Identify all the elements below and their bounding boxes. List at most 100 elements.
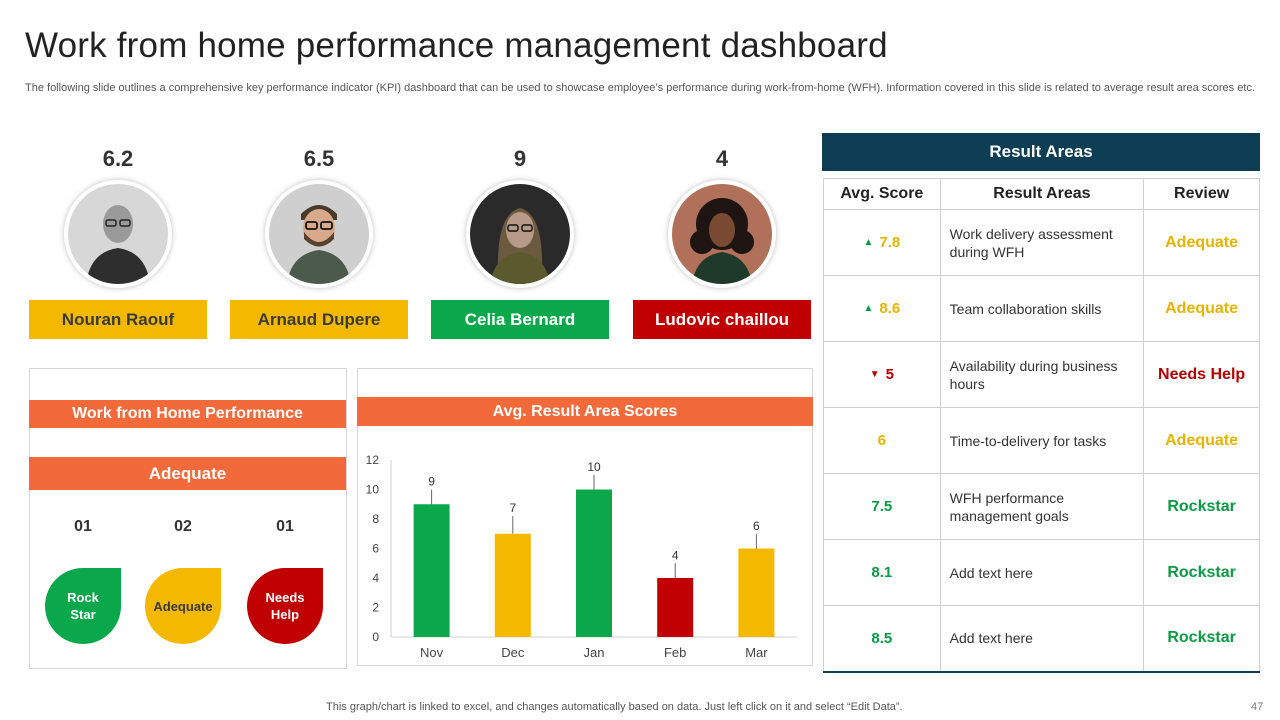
employee-card[interactable]: 4 Ludovic chaillou	[633, 146, 811, 339]
page-subtitle: The following slide outlines a comprehen…	[25, 82, 1255, 94]
employee-score: 4	[715, 146, 729, 171]
avatar-frame	[64, 180, 172, 288]
avg-score-cell: ▼ 5	[823, 341, 941, 408]
avg-score-value: 5	[885, 366, 894, 383]
avatar-man-glasses-icon	[68, 184, 168, 284]
avg-score-value: 6	[877, 432, 886, 449]
employee-card[interactable]: 6.5 Arnaud Dupere	[230, 146, 408, 339]
employee-card[interactable]: 9 Celia Bernard	[431, 146, 609, 339]
bar	[738, 548, 775, 637]
avatar-woman-curly-icon	[672, 184, 772, 284]
page-title: Work from home performance management da…	[25, 26, 888, 65]
bar	[657, 578, 694, 637]
avatar-frame	[466, 180, 574, 288]
review-cell: Rockstar	[1143, 605, 1260, 673]
data-label: 6	[753, 519, 760, 533]
employee-score: 6.2	[102, 146, 134, 171]
column-header: Avg. Score	[823, 178, 941, 210]
table-row: 8.5 Add text here Rockstar	[823, 605, 1260, 673]
x-tick-label: Mar	[745, 645, 768, 660]
footnote: This graph/chart is linked to excel, and…	[326, 701, 903, 713]
result-area-cell: Add text here	[939, 539, 1145, 606]
employee-name: Nouran Raouf	[29, 300, 207, 339]
avg-score-cell: 8.1	[823, 539, 941, 606]
employee-name: Arnaud Dupere	[230, 300, 408, 339]
y-tick-label: 8	[372, 512, 379, 526]
avg-score-cell: 8.5	[823, 605, 941, 673]
bar	[494, 533, 531, 637]
chart-title: Avg. Result Area Scores	[357, 397, 813, 426]
avatar	[269, 184, 369, 284]
result-area-cell: Work delivery assessment during WFH	[939, 209, 1145, 276]
employee-name: Ludovic chaillou	[633, 300, 811, 339]
avg-score-cell: 6	[823, 407, 941, 474]
avg-score-value: 7.8	[879, 234, 901, 251]
review-cell: Rockstar	[1143, 473, 1260, 540]
review-cell: Adequate	[1143, 209, 1260, 276]
rockstar-count: 01	[74, 518, 92, 535]
x-tick-label: Nov	[420, 645, 444, 660]
avg-score-value: 8.5	[871, 629, 893, 647]
avg-score-cell: ▲ 8.6	[823, 275, 941, 342]
rockstar-badge: Rock Star	[45, 568, 121, 644]
result-area-cell: Add text here	[939, 605, 1145, 673]
result-area-cell: WFH performance management goals	[939, 473, 1145, 540]
avatar-frame	[265, 180, 373, 288]
column-header: Result Areas	[939, 178, 1145, 210]
table-row: 7.5 WFH performance management goals Rocks…	[823, 473, 1260, 540]
y-tick-label: 6	[372, 542, 379, 556]
needs-help-badge: Needs Help	[247, 568, 323, 644]
badge-label: Rock Star	[67, 590, 99, 622]
employee-name: Celia Bernard	[431, 300, 609, 339]
trend-down-icon: ▼	[869, 369, 880, 380]
page-number: 47	[1251, 701, 1264, 713]
table-row: ▼ 5 Availability during business hours Need…	[823, 341, 1260, 408]
avg-score-cell: ▲ 7.8	[823, 209, 941, 276]
badge-label: Needs Help	[265, 590, 305, 622]
badge-label: Adequate	[153, 598, 213, 614]
table-header-row: Avg. Score Result Areas Review	[823, 178, 1260, 210]
wfh-performance-status: Adequate	[29, 457, 346, 490]
avg-result-area-chart[interactable]: 0 2 4 6 8 10 12 9 Nov 7 Dec 10 Jan 4 Feb 6 Mar	[357, 440, 813, 666]
avatar-man-beard-icon	[269, 184, 369, 284]
result-areas-header: Result Areas	[822, 133, 1260, 171]
avg-score-value: 8.6	[879, 300, 901, 317]
y-tick-label: 10	[366, 483, 380, 497]
trend-up-icon: ▲	[863, 303, 874, 314]
y-tick-label: 12	[366, 453, 380, 467]
table-row: 6 Time-to-delivery for tasks Adequate	[823, 407, 1260, 474]
review-cell: Needs Help	[1143, 341, 1260, 408]
x-tick-label: Feb	[664, 645, 686, 660]
wfh-performance-title: Work from Home Performance	[29, 400, 346, 428]
employee-card[interactable]: 6.2 Nouran Raouf	[29, 146, 207, 339]
bar	[576, 489, 612, 637]
result-area-cell: Team collaboration skills	[939, 275, 1145, 342]
result-areas-table: Avg. Score Result Areas Review ▲ 7.8 Work …	[823, 178, 1260, 673]
avg-score-value: 8.1	[871, 564, 893, 581]
column-header: Review	[1143, 178, 1260, 210]
trend-up-icon: ▲	[863, 237, 874, 248]
y-tick-label: 0	[372, 630, 379, 644]
bar	[413, 504, 450, 637]
x-tick-label: Dec	[501, 645, 525, 660]
data-label: 9	[428, 475, 435, 489]
table-row: 8.1 Add text here Rockstar	[823, 539, 1260, 606]
table-row: ▲ 8.6 Team collaboration skills Adequate	[823, 275, 1260, 342]
employee-score: 6.5	[303, 146, 335, 171]
avatar	[470, 184, 570, 284]
adequate-badge: Adequate	[145, 568, 221, 644]
review-cell: Adequate	[1143, 407, 1260, 474]
review-cell: Rockstar	[1143, 539, 1260, 606]
needs-help-count: 01	[276, 518, 294, 535]
review-cell: Adequate	[1143, 275, 1260, 342]
adequate-count: 02	[174, 518, 192, 535]
result-area-cell: Availability during business hours	[939, 341, 1145, 408]
y-tick-label: 2	[372, 601, 379, 615]
x-tick-label: Jan	[584, 645, 605, 660]
avg-score-value: 7.5	[871, 498, 893, 515]
avg-score-cell: 7.5	[823, 473, 941, 540]
data-label: 7	[509, 501, 516, 515]
data-label: 10	[587, 460, 601, 474]
result-area-cell: Time-to-delivery for tasks	[939, 407, 1145, 474]
data-label: 4	[672, 548, 679, 562]
